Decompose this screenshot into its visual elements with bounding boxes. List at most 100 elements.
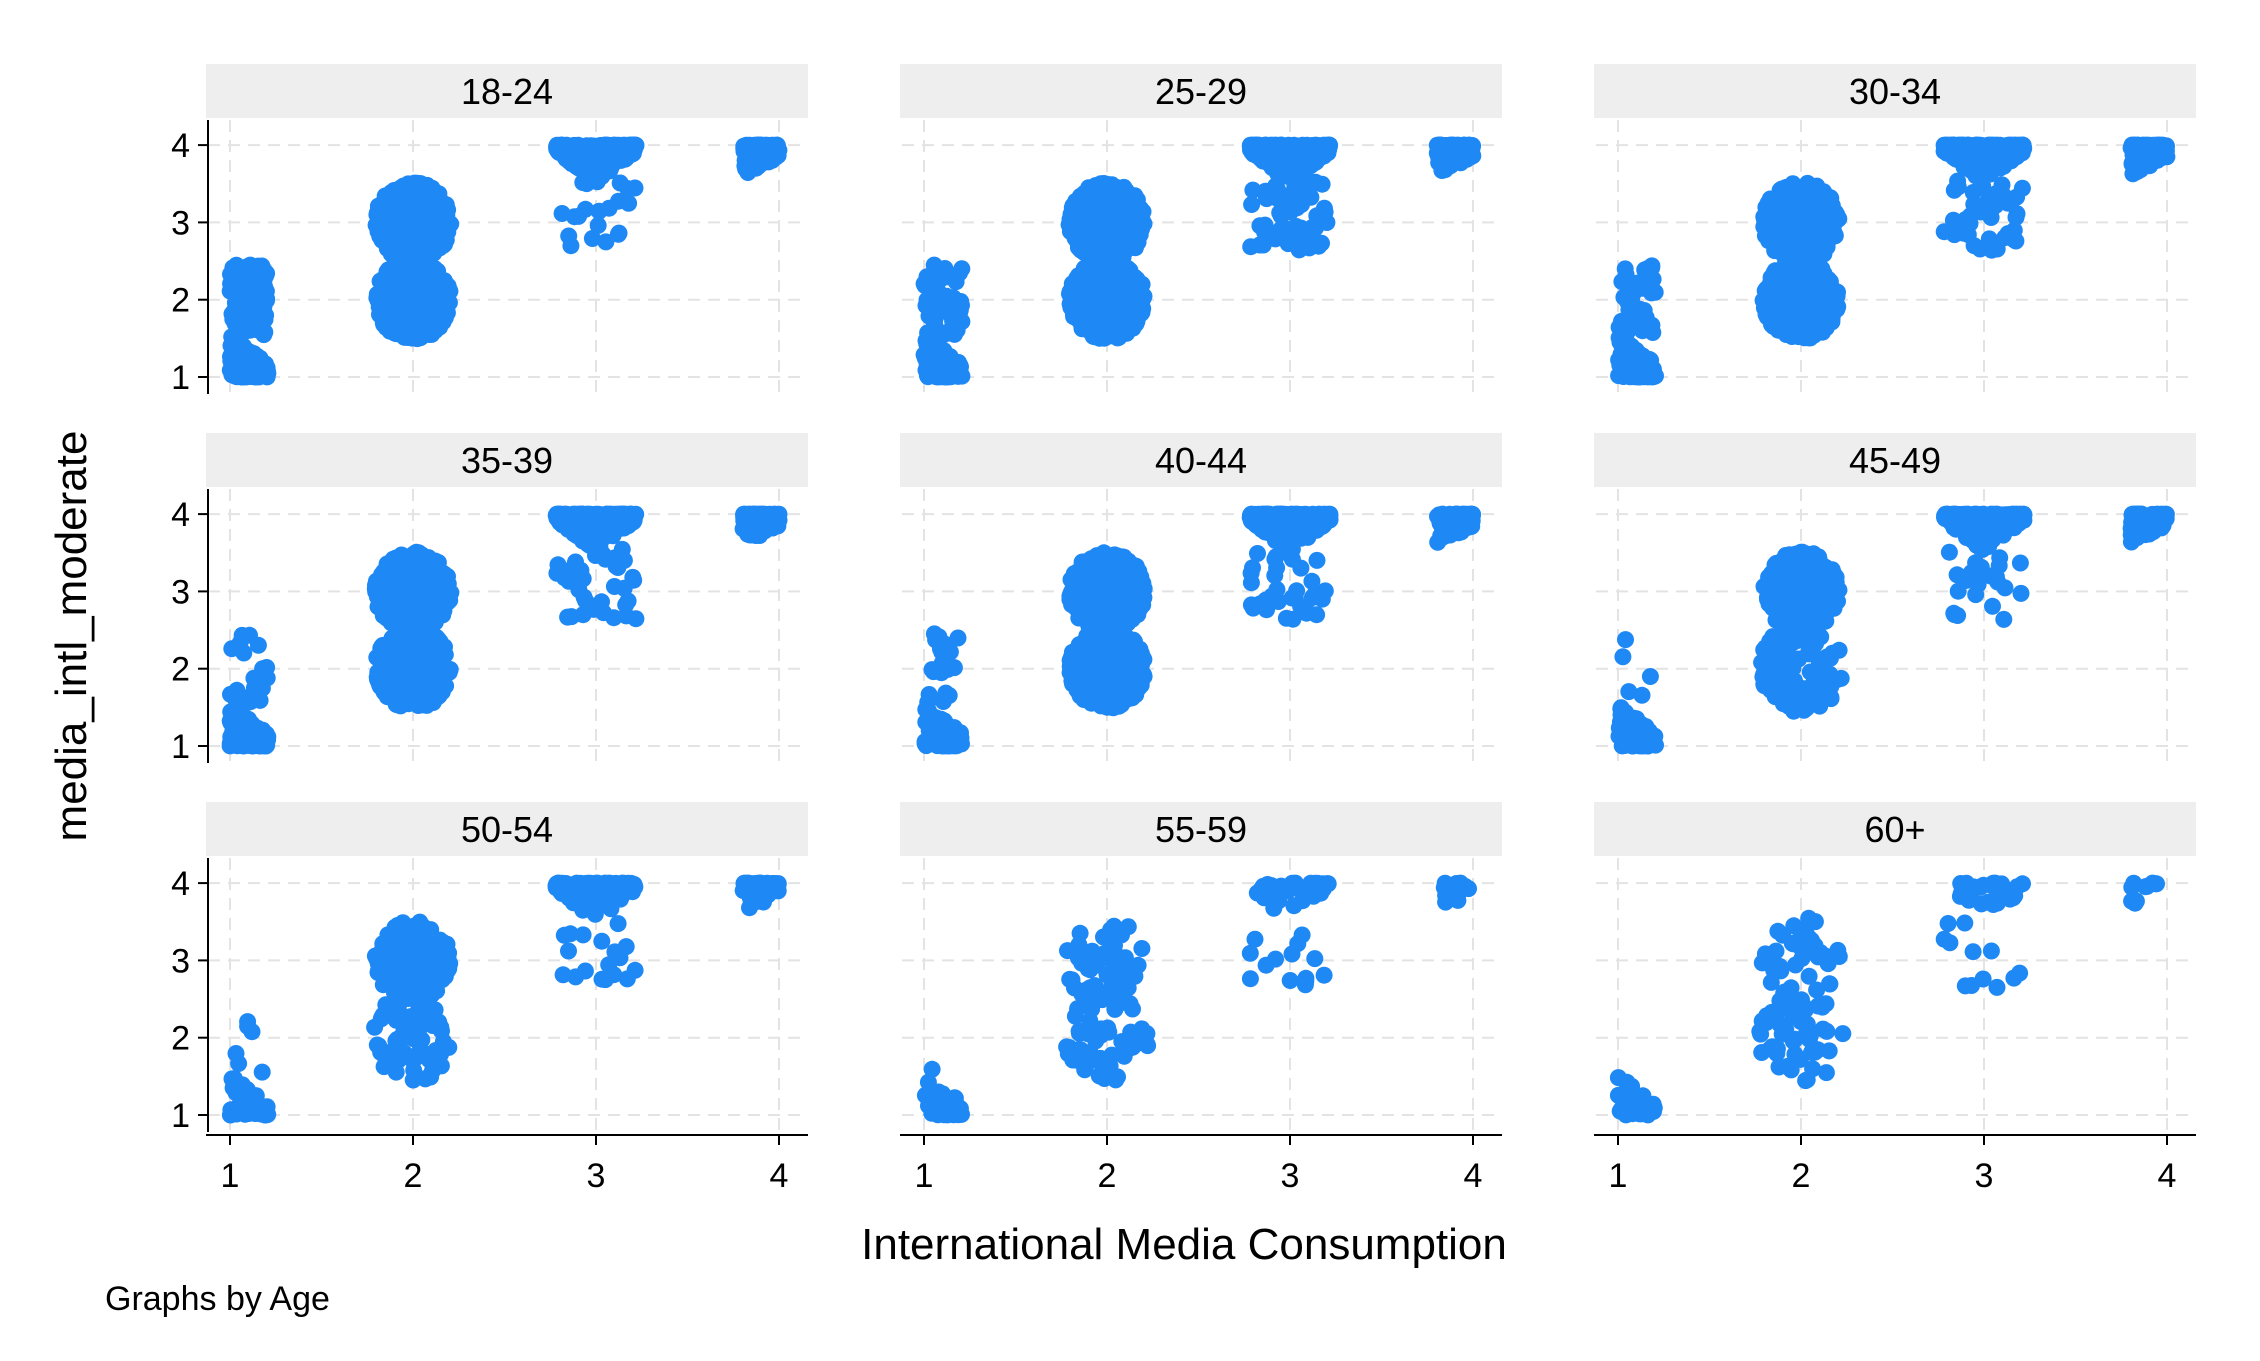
data-point bbox=[1774, 234, 1791, 251]
facet-label: 25-29 bbox=[1155, 71, 1247, 112]
data-point bbox=[735, 138, 752, 155]
y-tick-label: 1 bbox=[171, 359, 190, 397]
data-point bbox=[601, 200, 618, 217]
data-point bbox=[1615, 289, 1632, 306]
data-point bbox=[232, 635, 249, 652]
data-point bbox=[1076, 274, 1093, 291]
data-point bbox=[1970, 158, 1987, 175]
data-point bbox=[1620, 360, 1637, 377]
data-point bbox=[227, 368, 244, 385]
data-point bbox=[407, 224, 424, 241]
data-point bbox=[1795, 323, 1812, 340]
data-point bbox=[1068, 200, 1085, 217]
data-point bbox=[1967, 198, 1984, 215]
data-point bbox=[1439, 140, 1456, 157]
data-point bbox=[1068, 228, 1085, 245]
data-point bbox=[554, 205, 571, 222]
y-tick-label: 4 bbox=[171, 496, 190, 534]
data-point bbox=[240, 737, 257, 754]
data-point bbox=[1125, 208, 1142, 225]
data-point bbox=[1613, 317, 1630, 334]
data-point bbox=[570, 208, 587, 225]
data-point bbox=[382, 278, 399, 295]
data-point bbox=[1788, 233, 1805, 250]
y-tick-label: 2 bbox=[171, 651, 190, 689]
y-tick-label: 3 bbox=[171, 204, 190, 242]
data-point bbox=[1081, 245, 1098, 262]
data-point bbox=[620, 195, 637, 212]
data-point bbox=[923, 344, 940, 361]
data-point bbox=[371, 228, 388, 245]
data-point bbox=[584, 230, 601, 247]
data-point bbox=[374, 295, 391, 312]
data-point bbox=[1283, 169, 1300, 186]
data-point bbox=[1131, 301, 1148, 318]
data-point bbox=[223, 337, 240, 354]
data-point bbox=[1280, 235, 1297, 252]
data-point bbox=[1313, 145, 1330, 162]
data-point bbox=[1643, 284, 1660, 301]
data-point bbox=[1613, 273, 1630, 290]
data-point bbox=[250, 637, 267, 654]
data-point bbox=[1100, 229, 1117, 246]
data-point bbox=[2014, 180, 2031, 197]
data-point bbox=[425, 245, 442, 262]
data-point bbox=[1758, 199, 1775, 216]
points-group bbox=[916, 137, 1482, 386]
data-point bbox=[611, 225, 628, 242]
data-point bbox=[1109, 281, 1126, 298]
data-point bbox=[421, 210, 438, 227]
data-point bbox=[621, 137, 638, 154]
data-point bbox=[250, 258, 267, 275]
data-point bbox=[1281, 138, 1298, 155]
data-point bbox=[924, 326, 941, 343]
data-point bbox=[1633, 317, 1650, 334]
data-point bbox=[748, 151, 765, 168]
data-point bbox=[421, 179, 438, 196]
data-point bbox=[598, 153, 615, 170]
data-point bbox=[1258, 137, 1275, 154]
points-group bbox=[1610, 137, 2175, 386]
data-point bbox=[1244, 182, 1261, 199]
data-point bbox=[433, 225, 450, 242]
data-point bbox=[1061, 285, 1078, 302]
data-point bbox=[1987, 197, 2004, 214]
data-point bbox=[423, 275, 440, 292]
data-point bbox=[1288, 218, 1305, 235]
data-point bbox=[924, 364, 941, 381]
y-tick-label: 2 bbox=[171, 282, 190, 320]
data-point bbox=[1981, 230, 1998, 247]
data-point bbox=[1762, 275, 1779, 292]
data-point bbox=[1122, 223, 1139, 240]
data-point bbox=[2010, 137, 2027, 154]
data-point bbox=[1639, 261, 1656, 278]
data-point bbox=[1995, 158, 2012, 175]
data-point bbox=[246, 366, 263, 383]
data-point bbox=[1950, 178, 1967, 195]
data-point bbox=[950, 368, 967, 385]
data-point bbox=[606, 137, 623, 154]
data-point bbox=[247, 314, 264, 331]
data-point bbox=[941, 300, 958, 317]
data-point bbox=[1823, 281, 1840, 298]
data-point bbox=[1619, 338, 1636, 355]
data-point bbox=[1460, 143, 1477, 160]
data-point bbox=[232, 319, 249, 336]
data-point bbox=[389, 249, 406, 266]
data-point bbox=[1255, 237, 1272, 254]
data-point bbox=[2146, 141, 2163, 158]
data-point bbox=[1100, 209, 1117, 226]
data-point bbox=[1946, 226, 1963, 243]
data-point bbox=[1308, 207, 1325, 224]
data-point bbox=[1310, 238, 1327, 255]
data-point bbox=[234, 265, 251, 282]
data-point bbox=[407, 325, 424, 342]
data-point bbox=[435, 199, 452, 216]
data-point bbox=[1293, 196, 1310, 213]
data-point bbox=[1794, 289, 1811, 306]
facet-panel-30-34: 30-34 bbox=[1594, 64, 2196, 394]
